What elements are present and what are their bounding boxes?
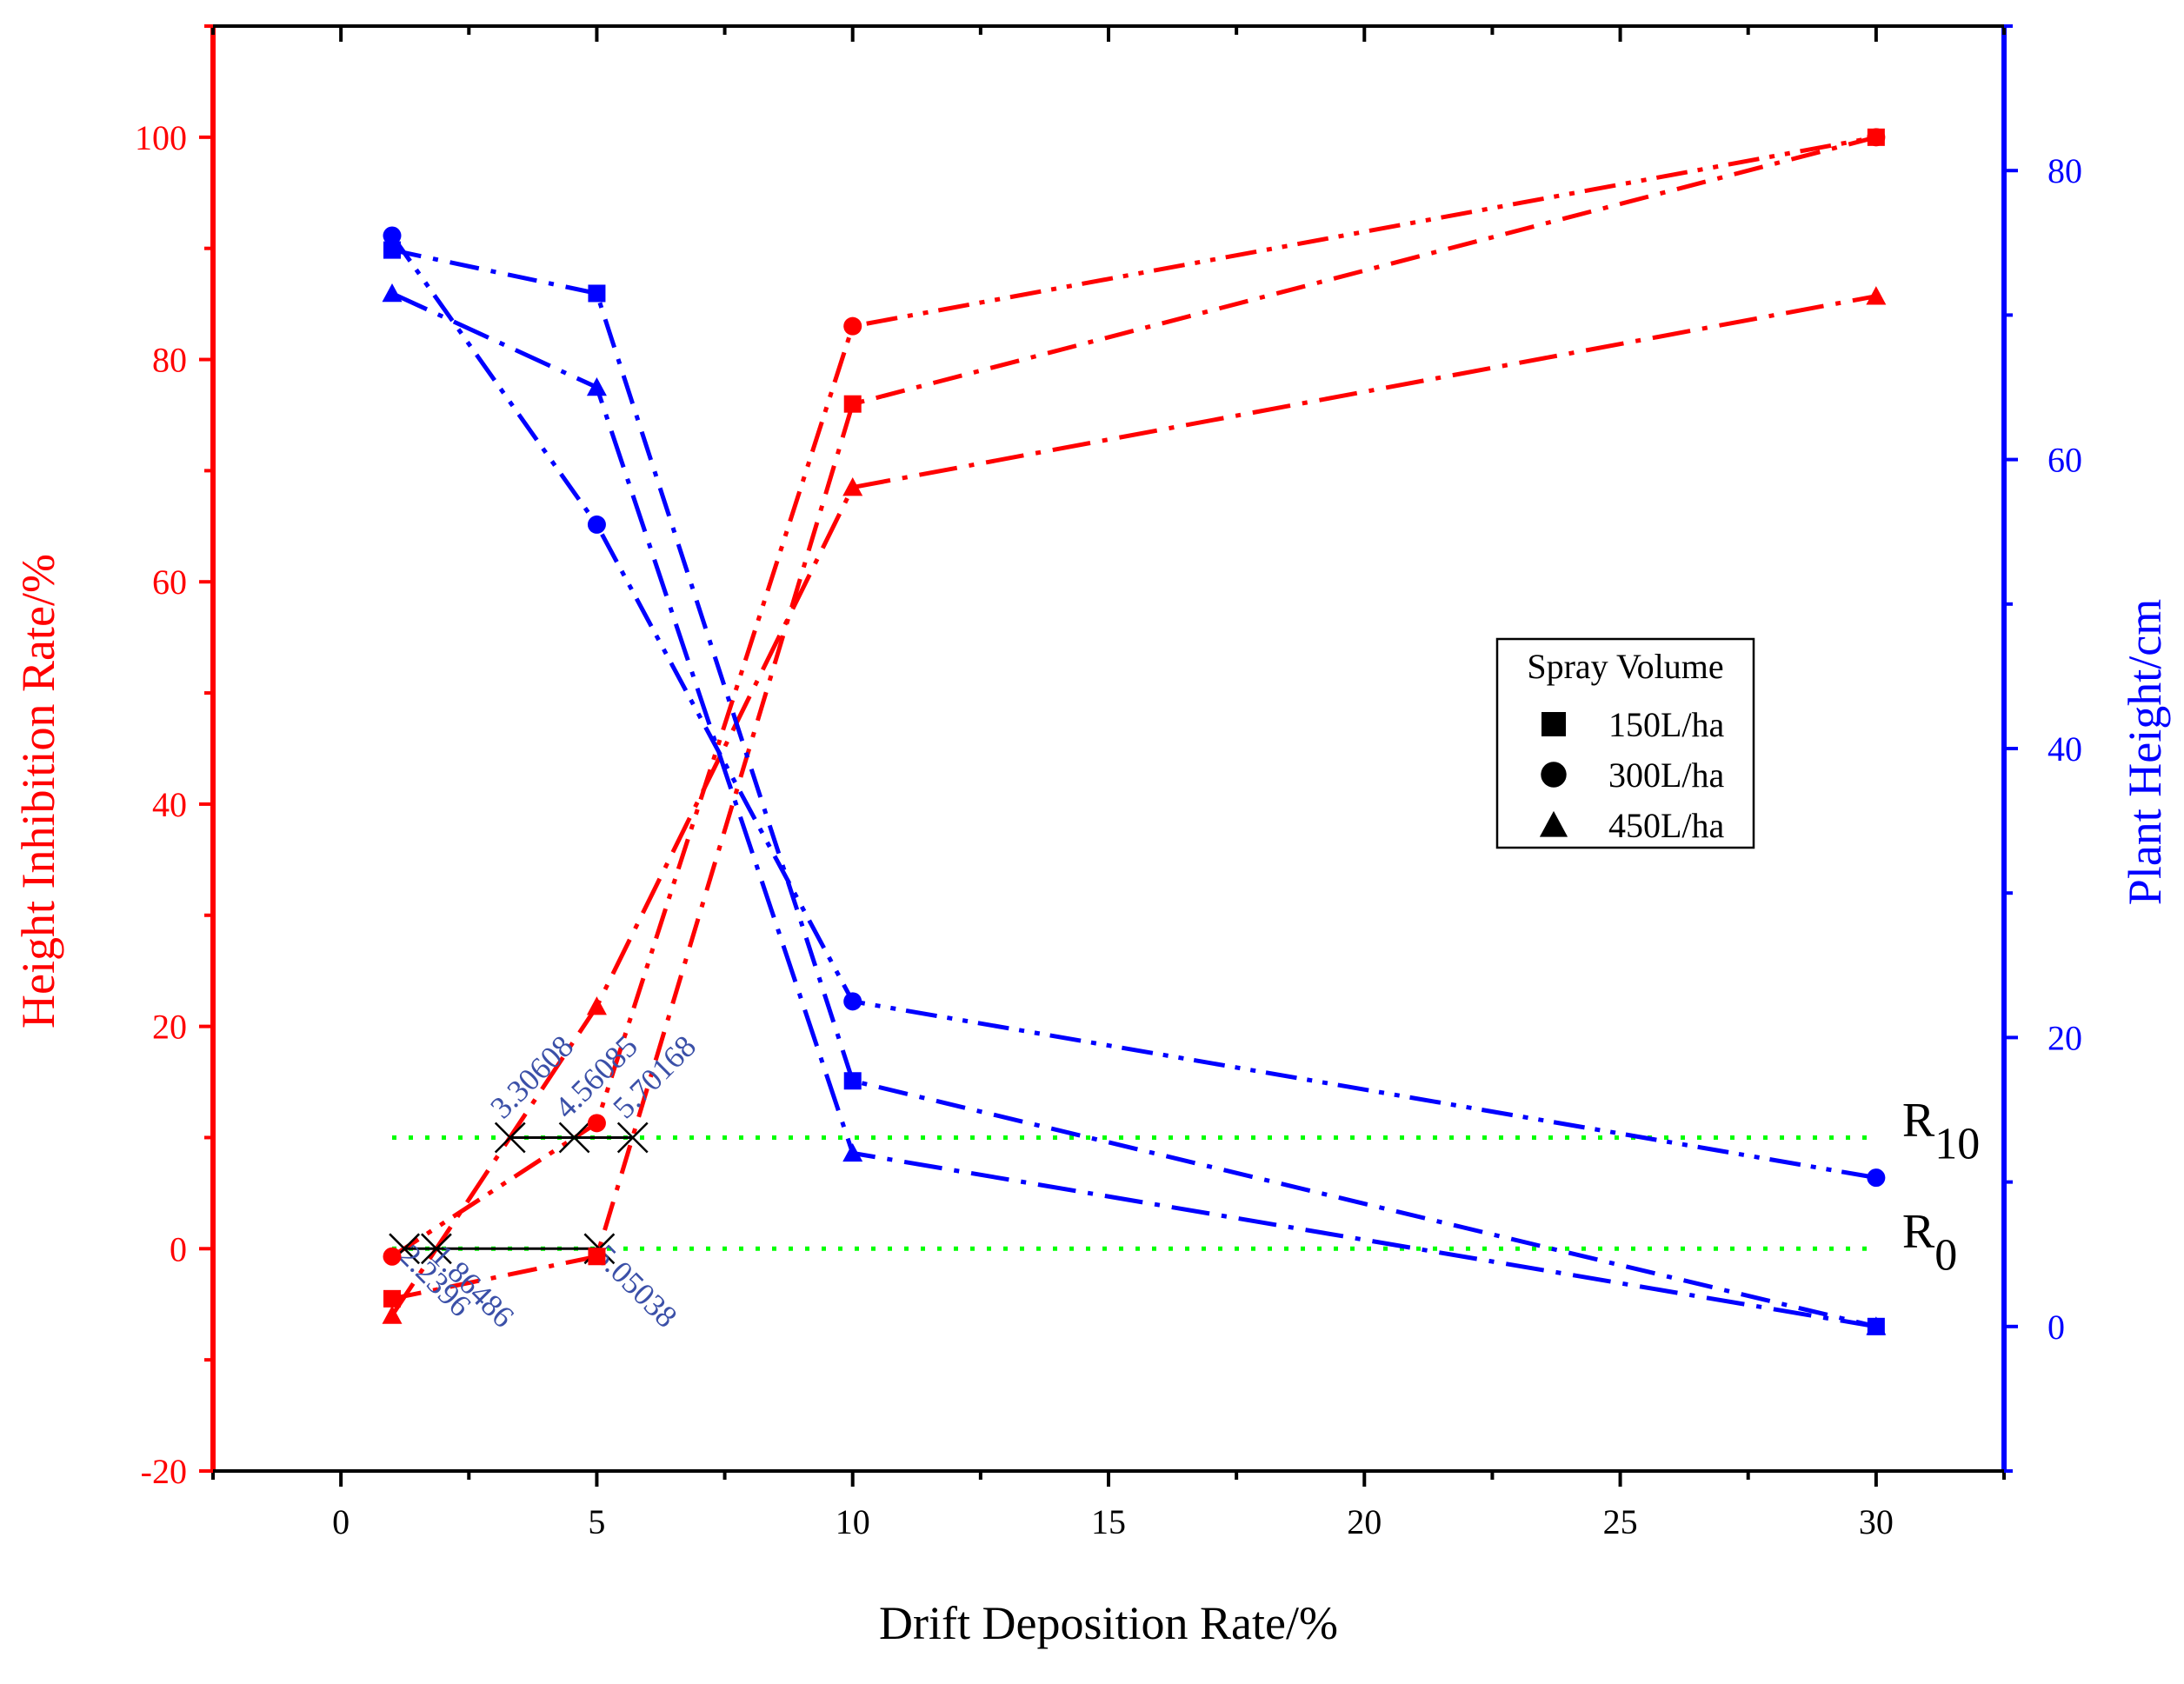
reference-label-main: R — [1902, 1204, 1935, 1258]
series-line-right-150L/ha — [391, 248, 1877, 1329]
left-y-tick-label: 80 — [152, 341, 187, 380]
annotation-cross-1 — [558, 1122, 590, 1154]
left-y-tick-label: 100 — [135, 118, 187, 157]
annotation-cross-0 — [494, 1122, 526, 1154]
point-right-450L/ha-5 — [586, 377, 607, 396]
annotation-cross-2 — [616, 1122, 649, 1154]
legend-label: 300L/ha — [1608, 755, 1725, 795]
point-left-150L/ha-5 — [588, 1248, 606, 1266]
series-line-left-300L/ha — [390, 135, 1877, 1259]
point-right-450L/ha-1 — [382, 283, 403, 303]
x-tick-label: 15 — [1091, 1502, 1126, 1541]
reference-label-main: R — [1902, 1093, 1935, 1147]
legend-label: 150L/ha — [1608, 705, 1725, 744]
legend-label: 450L/ha — [1608, 806, 1725, 845]
point-left-450L/ha-5 — [586, 996, 607, 1015]
legend: Spray Volume 150L/ha 300L/ha 450L/ha — [1495, 637, 1755, 849]
reference-label-10: R10 — [1902, 1093, 1980, 1168]
legend-marker-triangle — [1539, 810, 1568, 837]
series-line-right-300L/ha — [390, 234, 1877, 1181]
point-left-300L/ha-10 — [843, 316, 862, 336]
point-left-150L/ha-10 — [843, 395, 862, 413]
right-y-tick-label: 0 — [2048, 1308, 2065, 1347]
left-y-tick-label: 40 — [152, 785, 187, 824]
x-tick-label: 0 — [332, 1502, 350, 1541]
point-right-450L/ha-10 — [842, 1142, 863, 1162]
reference-label-sub: 10 — [1934, 1119, 1980, 1168]
left-y-tick-label: 0 — [170, 1229, 187, 1268]
right-y-tick-label: 40 — [2048, 729, 2082, 769]
point-right-150L/ha-5 — [588, 284, 606, 303]
annotation-cross-3 — [421, 1233, 452, 1265]
point-left-300L/ha-5 — [587, 1114, 606, 1133]
left-y-tick-label: -20 — [141, 1452, 187, 1491]
series-markers — [382, 128, 1887, 1335]
series-lines — [390, 135, 1877, 1329]
right-y-tick-label: 20 — [2048, 1018, 2082, 1057]
series-line-right-450L/ha — [390, 291, 1877, 1329]
left-y-axis-title: Height Inhibition Rate/% — [12, 554, 64, 1028]
x-tick-label: 10 — [836, 1502, 870, 1541]
point-right-300L/ha-30 — [1867, 1168, 1886, 1188]
point-right-300L/ha-1 — [383, 226, 402, 245]
point-left-450L/ha-10 — [842, 477, 863, 496]
legend-box — [1495, 637, 1755, 849]
point-right-300L/ha-5 — [587, 515, 606, 534]
point-left-150L/ha-1 — [383, 1289, 401, 1308]
legend-marker-square — [1541, 712, 1566, 736]
x-tick-label: 30 — [1859, 1502, 1894, 1541]
point-right-300L/ha-10 — [843, 992, 862, 1011]
point-left-300L/ha-30 — [1867, 128, 1886, 147]
axis-labels: Drift Deposition Rate/% Height Inhibitio… — [12, 554, 2171, 1649]
x-tick-label: 25 — [1603, 1502, 1638, 1541]
reference-label-0: R0 — [1902, 1204, 1957, 1280]
legend-title: Spray Volume — [1527, 647, 1723, 686]
x-axis-title: Drift Deposition Rate/% — [879, 1597, 1338, 1649]
series-line-left-150L/ha — [391, 135, 1877, 1301]
reference-label-sub: 0 — [1934, 1230, 1957, 1280]
x-tick-label: 5 — [588, 1502, 605, 1541]
point-right-150L/ha-1 — [383, 241, 401, 259]
point-left-450L/ha-30 — [1866, 286, 1887, 305]
right-y-tick-label: 60 — [2048, 441, 2082, 480]
right-y-axis-title: Plant Height/cm — [2119, 599, 2171, 905]
right-y-tick-label: 80 — [2048, 151, 2082, 190]
point-right-150L/ha-10 — [843, 1072, 862, 1090]
point-left-300L/ha-1 — [383, 1247, 402, 1266]
left-y-tick-label: 60 — [152, 562, 187, 602]
legend-marker-circle — [1541, 762, 1567, 788]
point-right-450L/ha-30 — [1866, 1316, 1887, 1335]
x-tick-label: 20 — [1347, 1502, 1382, 1541]
point-left-450L/ha-1 — [382, 1305, 403, 1324]
left-y-tick-label: 20 — [152, 1008, 187, 1047]
